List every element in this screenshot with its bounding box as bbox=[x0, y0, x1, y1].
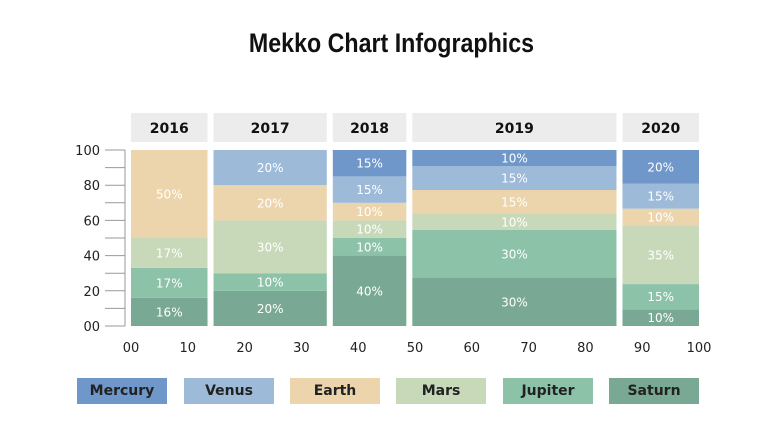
chart-title: Mekko Chart Infographics bbox=[248, 28, 535, 58]
category-label: 2016 bbox=[150, 121, 189, 137]
data-label: 20% bbox=[647, 160, 674, 174]
category-header bbox=[332, 113, 407, 142]
legend-item-venus: Venus bbox=[184, 378, 274, 404]
y-tick-label: 60 bbox=[83, 214, 100, 229]
category-header bbox=[622, 113, 699, 142]
legend-item-jupiter: Jupiter bbox=[503, 378, 593, 404]
y-tick-label: 100 bbox=[75, 144, 100, 159]
category-label: 2018 bbox=[350, 121, 389, 137]
category-label: 2017 bbox=[251, 121, 290, 137]
legend-item-mercury: Mercury bbox=[77, 378, 167, 404]
bar-segment-earth bbox=[213, 185, 327, 221]
bar-segment-venus bbox=[622, 183, 699, 209]
bar-segment-saturn bbox=[131, 297, 208, 326]
bar-segment-venus bbox=[412, 166, 617, 190]
bar-segment-earth bbox=[131, 150, 208, 238]
data-label: 20% bbox=[257, 196, 284, 210]
data-label: 15% bbox=[356, 183, 383, 197]
data-label: 15% bbox=[356, 157, 383, 171]
data-label: 15% bbox=[501, 172, 528, 186]
data-label: 15% bbox=[647, 190, 674, 204]
y-tick-label: 40 bbox=[83, 250, 100, 265]
data-label: 17% bbox=[156, 246, 183, 260]
x-tick-label: 100 bbox=[687, 341, 712, 356]
x-tick-label: 20 bbox=[236, 341, 253, 356]
x-tick-label: 80 bbox=[577, 341, 594, 356]
bar-segment-mercury bbox=[412, 150, 617, 166]
legend-item-saturn: Saturn bbox=[609, 378, 699, 404]
data-label: 10% bbox=[501, 216, 528, 230]
category-label: 2019 bbox=[495, 121, 534, 137]
bar-segment-jupiter bbox=[131, 267, 208, 298]
y-tick-label: 80 bbox=[83, 179, 100, 194]
legend-item-earth: Earth bbox=[290, 378, 380, 404]
data-label: 40% bbox=[356, 284, 383, 298]
bar-segment-earth bbox=[332, 202, 407, 221]
bar-segment-mercury bbox=[622, 150, 699, 184]
category-label: 2020 bbox=[641, 121, 680, 137]
x-tick-label: 60 bbox=[464, 341, 481, 356]
x-tick-label: 40 bbox=[350, 341, 367, 356]
x-tick-label: 90 bbox=[634, 341, 651, 356]
bar-segment-saturn bbox=[622, 309, 699, 326]
bar-segment-mars bbox=[213, 220, 327, 274]
category-header bbox=[131, 113, 208, 142]
bar-segment-mars bbox=[131, 238, 208, 268]
bar-segment-mars bbox=[412, 214, 617, 230]
bar-segment-earth bbox=[412, 190, 617, 214]
legend-item-mars: Mars bbox=[396, 378, 486, 404]
x-tick-label: 70 bbox=[520, 341, 537, 356]
data-label: 15% bbox=[647, 290, 674, 304]
y-tick-label: 00 bbox=[83, 320, 100, 335]
data-label: 30% bbox=[501, 248, 528, 262]
bar-segment-venus bbox=[213, 150, 327, 186]
data-label: 50% bbox=[156, 188, 183, 202]
bar-segment-jupiter bbox=[622, 284, 699, 310]
bar-segment-venus bbox=[332, 176, 407, 203]
data-label: 10% bbox=[257, 276, 284, 290]
bar-segment-saturn bbox=[412, 278, 617, 326]
data-label: 15% bbox=[501, 196, 528, 210]
category-header bbox=[412, 113, 617, 142]
data-label: 20% bbox=[257, 161, 284, 175]
data-label: 10% bbox=[501, 152, 528, 166]
x-tick-label: 30 bbox=[293, 341, 310, 356]
x-tick-label: 00 bbox=[123, 341, 140, 356]
bar-segment-mars bbox=[622, 225, 699, 285]
data-label: 17% bbox=[156, 276, 183, 290]
data-label: 30% bbox=[501, 296, 528, 310]
data-label: 10% bbox=[647, 211, 674, 225]
bar-segment-saturn bbox=[332, 255, 407, 326]
data-label: 10% bbox=[647, 311, 674, 325]
bar-segment-earth bbox=[622, 208, 699, 226]
bar-segment-jupiter bbox=[332, 238, 407, 256]
data-label: 30% bbox=[257, 240, 284, 254]
data-label: 10% bbox=[356, 240, 383, 254]
bar-segment-jupiter bbox=[412, 230, 617, 278]
y-tick-label: 20 bbox=[83, 285, 100, 300]
data-label: 10% bbox=[356, 205, 383, 219]
bar-segment-jupiter bbox=[213, 273, 327, 291]
bar-segment-mars bbox=[332, 220, 407, 238]
data-label: 10% bbox=[356, 223, 383, 237]
bar-segment-mercury bbox=[332, 150, 407, 177]
data-label: 20% bbox=[257, 302, 284, 316]
x-tick-label: 50 bbox=[407, 341, 424, 356]
category-header bbox=[213, 113, 327, 142]
bar-segment-saturn bbox=[213, 290, 327, 326]
data-label: 35% bbox=[647, 248, 674, 262]
data-label: 16% bbox=[156, 305, 183, 319]
x-tick-label: 10 bbox=[180, 341, 197, 356]
